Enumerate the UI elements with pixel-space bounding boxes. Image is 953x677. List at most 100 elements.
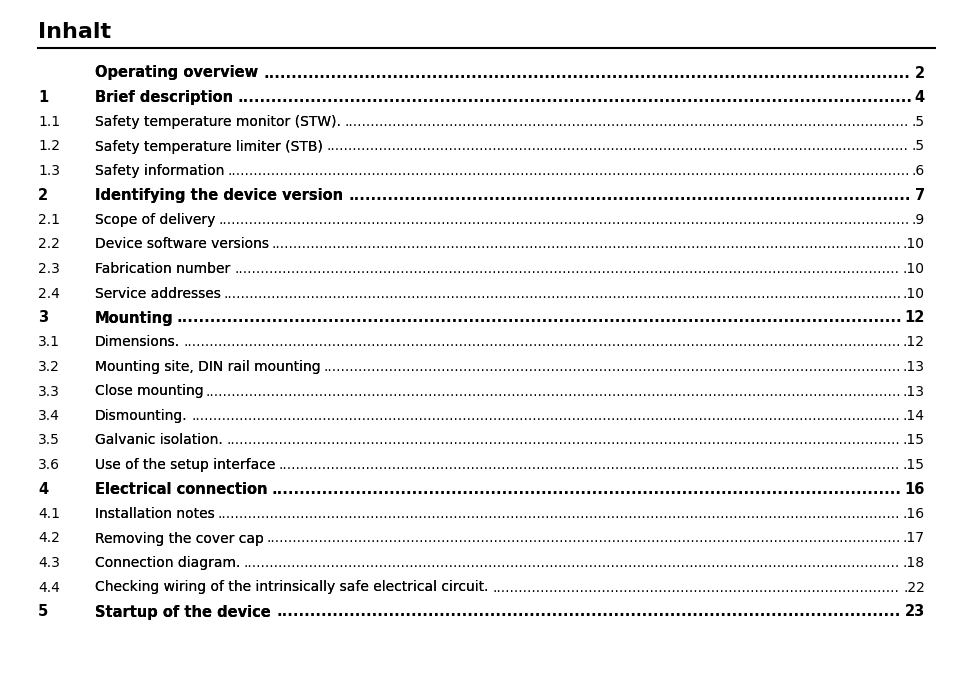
Text: Close mounting: Close mounting [95,385,203,399]
Text: 2.1: 2.1 [38,213,60,227]
Text: ................................................................................: ........................................… [206,385,901,399]
Text: .6: .6 [911,164,924,178]
Text: 4: 4 [914,90,924,105]
Text: ................................................................................: ........................................… [176,311,902,326]
Text: ................................................................................: ........................................… [218,213,908,227]
Text: .18: .18 [902,556,924,570]
Text: Removing the cover cap: Removing the cover cap [95,531,264,546]
Text: 2: 2 [38,188,48,203]
Text: Fabrication number: Fabrication number [95,262,230,276]
Text: Installation notes: Installation notes [95,507,214,521]
Text: ................................................................................: ........................................… [236,90,911,105]
Text: Galvanic isolation.: Galvanic isolation. [95,433,222,447]
Text: .13: .13 [902,385,924,399]
Text: .17: .17 [902,531,924,546]
Text: Installation notes: Installation notes [95,507,214,521]
Text: Connection diagram.: Connection diagram. [95,556,240,570]
Text: ................................................................................: ........................................… [327,139,908,154]
Text: .22: .22 [902,580,924,594]
Text: Operating overview: Operating overview [95,66,258,81]
Text: 1.1: 1.1 [38,115,60,129]
Text: 3.4: 3.4 [38,409,60,423]
Text: Safety temperature limiter (STB): Safety temperature limiter (STB) [95,139,322,154]
Text: Brief description: Brief description [95,90,233,105]
Text: 23: 23 [903,605,924,619]
Text: Mounting: Mounting [95,311,173,326]
Text: Electrical connection: Electrical connection [95,482,267,497]
Text: Device software versions: Device software versions [95,238,269,251]
Text: ................................................................................: ........................................… [493,580,899,594]
Text: .5: .5 [911,115,924,129]
Text: 3: 3 [38,311,48,326]
Text: Scope of delivery: Scope of delivery [95,213,215,227]
Text: Electrical connection: Electrical connection [95,482,267,497]
Text: Operating overview: Operating overview [95,66,258,81]
Text: 1.2: 1.2 [38,139,60,154]
Text: 4: 4 [38,482,48,497]
Text: ................................................................................: ........................................… [226,433,900,447]
Text: Safety temperature limiter (STB): Safety temperature limiter (STB) [95,139,322,154]
Text: Scope of delivery: Scope of delivery [95,213,215,227]
Text: 4.1: 4.1 [38,507,60,521]
Text: 2.3: 2.3 [38,262,60,276]
Text: ................................................................................: ........................................… [192,409,900,423]
Text: 3.5: 3.5 [38,433,60,447]
Text: 12: 12 [903,311,924,326]
Text: ................................................................................: ........................................… [323,360,900,374]
Text: 2.4: 2.4 [38,286,60,301]
Text: Dismounting.: Dismounting. [95,409,188,423]
Text: .10: .10 [902,286,924,301]
Text: Safety temperature monitor (STW).: Safety temperature monitor (STW). [95,115,340,129]
Text: Safety information: Safety information [95,164,224,178]
Text: .10: .10 [902,262,924,276]
Text: Safety information: Safety information [95,164,224,178]
Text: .15: .15 [902,458,924,472]
Text: ................................................................................: ........................................… [263,66,909,81]
Text: 3.6: 3.6 [38,458,60,472]
Text: Dimensions.: Dimensions. [95,336,180,349]
Text: .12: .12 [902,336,924,349]
Text: 7: 7 [914,188,924,203]
Text: Close mounting: Close mounting [95,385,203,399]
Text: Device software versions: Device software versions [95,238,269,251]
Text: Brief description: Brief description [95,90,233,105]
Text: ................................................................................: ........................................… [278,458,900,472]
Text: Checking wiring of the intrinsically safe electrical circuit.: Checking wiring of the intrinsically saf… [95,580,488,594]
Text: Fabrication number: Fabrication number [95,262,230,276]
Text: ................................................................................: ........................................… [275,605,900,619]
Text: Service addresses: Service addresses [95,286,221,301]
Text: .16: .16 [902,507,924,521]
Text: 3.3: 3.3 [38,385,60,399]
Text: ................................................................................: ........................................… [218,507,900,521]
Text: 3.1: 3.1 [38,336,60,349]
Text: ................................................................................: ........................................… [183,336,900,349]
Text: Checking wiring of the intrinsically safe electrical circuit.: Checking wiring of the intrinsically saf… [95,580,488,594]
Text: Mounting site, DIN rail mounting: Mounting site, DIN rail mounting [95,360,320,374]
Text: .9: .9 [911,213,924,227]
Text: Dimensions.: Dimensions. [95,336,180,349]
Text: ................................................................................: ........................................… [227,164,909,178]
Text: Mounting site, DIN rail mounting: Mounting site, DIN rail mounting [95,360,320,374]
Text: Startup of the device: Startup of the device [95,605,271,619]
Text: Dismounting.: Dismounting. [95,409,188,423]
Text: ................................................................................: ........................................… [272,482,901,497]
Text: 3.2: 3.2 [38,360,60,374]
Text: ................................................................................: ........................................… [244,556,900,570]
Text: .5: .5 [911,139,924,154]
Text: ................................................................................: ........................................… [344,115,908,129]
Text: .10: .10 [902,238,924,251]
Text: ................................................................................: ........................................… [272,238,901,251]
Text: Startup of the device: Startup of the device [95,605,271,619]
Text: 4.2: 4.2 [38,531,60,546]
Text: Connection diagram.: Connection diagram. [95,556,240,570]
Text: 4.4: 4.4 [38,580,60,594]
Text: 1: 1 [38,90,49,105]
Text: Removing the cover cap: Removing the cover cap [95,531,264,546]
Text: Mounting: Mounting [95,311,173,326]
Text: Inhalt: Inhalt [38,22,111,42]
Text: Service addresses: Service addresses [95,286,221,301]
Text: .13: .13 [902,360,924,374]
Text: 2.2: 2.2 [38,238,60,251]
Text: Use of the setup interface: Use of the setup interface [95,458,275,472]
Text: Identifying the device version: Identifying the device version [95,188,343,203]
